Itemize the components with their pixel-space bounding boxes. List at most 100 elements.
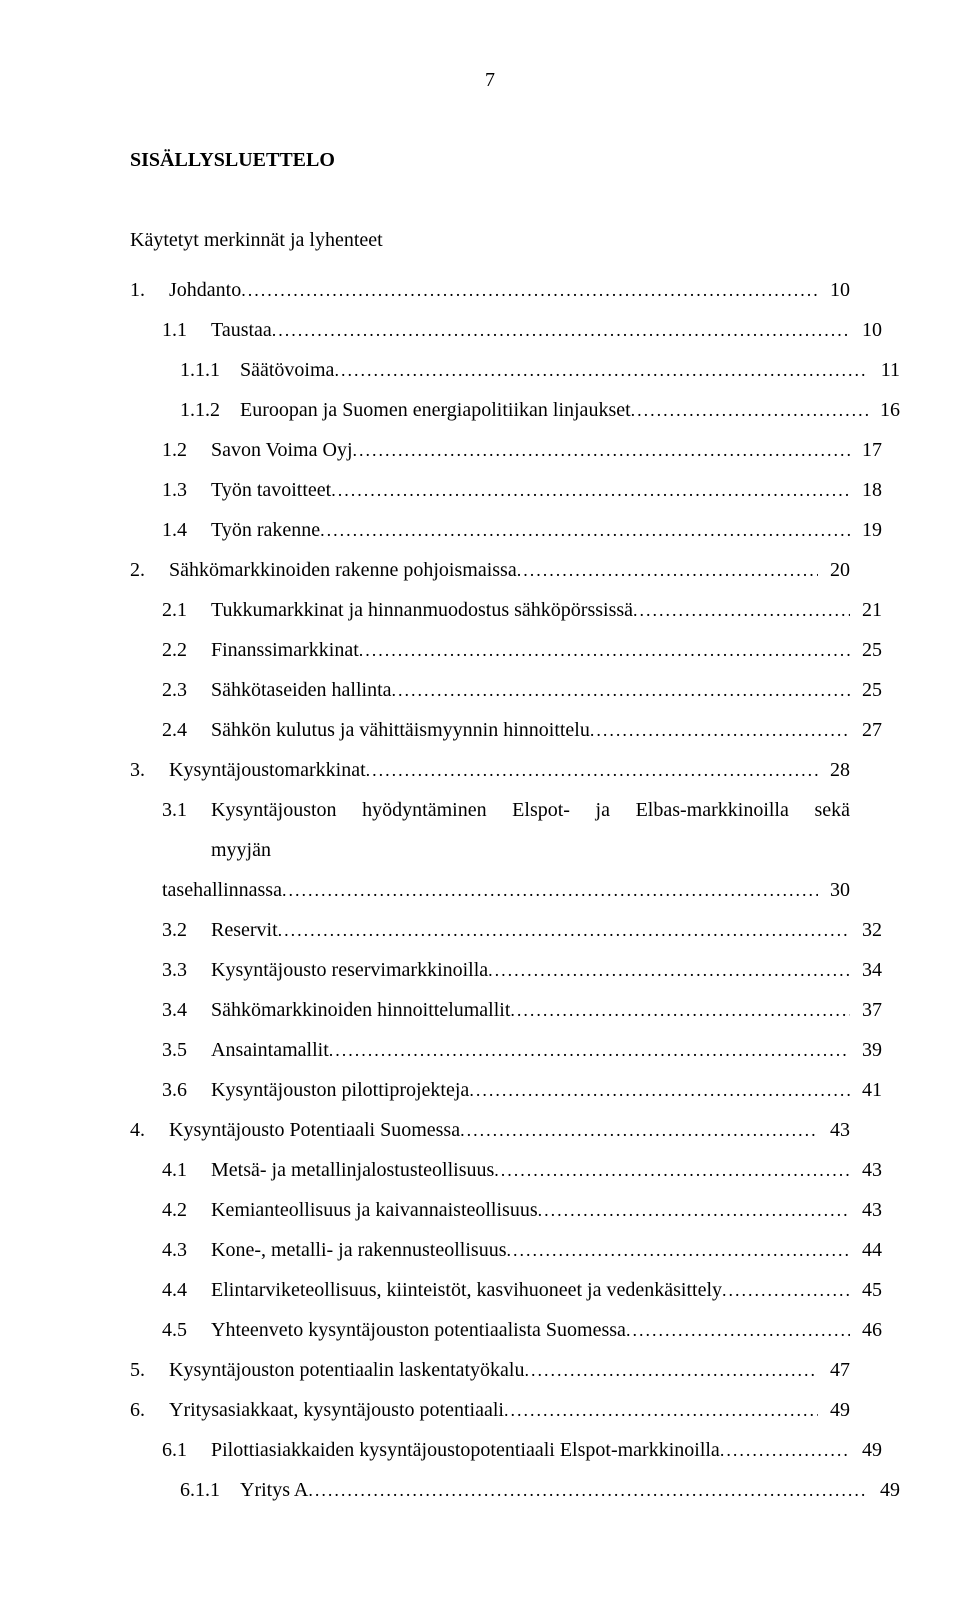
toc-page: 43 — [850, 1150, 882, 1190]
toc-row: 2.2Finanssimarkkinat25 — [130, 630, 882, 670]
toc-row: 3.1Kysyntäjouston hyödyntäminen Elspot- … — [130, 790, 850, 910]
toc-page: 44 — [850, 1230, 882, 1270]
toc-title: Metsä- ja metallinjalostusteollisuus — [211, 1150, 494, 1190]
toc-row: 4.4Elintarviketeollisuus, kiinteistöt, k… — [130, 1270, 882, 1310]
toc-title: Kysyntäjouston potentiaalin laskentatyök… — [169, 1350, 525, 1390]
toc-page: 11 — [868, 350, 900, 390]
toc-row: 2.3Sähkötaseiden hallinta 25 — [130, 670, 882, 710]
toc-title-cont: tasehallinnassa — [162, 870, 282, 910]
toc-page: 37 — [850, 990, 882, 1030]
toc-page: 27 — [850, 710, 882, 750]
toc-leader — [720, 1432, 850, 1468]
toc-page: 47 — [818, 1350, 850, 1390]
toc-page: 25 — [850, 670, 882, 710]
toc-leader — [626, 1312, 850, 1348]
toc-page: 34 — [850, 950, 882, 990]
toc-row: 1.4Työn rakenne19 — [130, 510, 882, 550]
page: 7 SISÄLLYSLUETTELO Käytetyt merkinnät ja… — [0, 0, 960, 1607]
toc-title: Yritys A — [240, 1470, 308, 1510]
toc-leader — [525, 1352, 819, 1388]
toc-row: 3.3Kysyntäjousto reservimarkkinoilla34 — [130, 950, 882, 990]
toc-row: 1.3Työn tavoitteet18 — [130, 470, 882, 510]
toc-list: 1.Johdanto101.1Taustaa101.1.1Säätövoima1… — [130, 270, 850, 1510]
toc-row: 4.2Kemianteollisuus ja kaivannaisteollis… — [130, 1190, 882, 1230]
toc-leader — [353, 432, 851, 468]
toc-page: 46 — [850, 1310, 882, 1350]
toc-number: 6. — [130, 1390, 169, 1430]
toc-number: 4.3 — [162, 1230, 211, 1270]
toc-title: Kysyntäjousto Potentiaali Suomessa — [169, 1110, 460, 1150]
toc-row: 3.Kysyntäjoustomarkkinat28 — [130, 750, 850, 790]
toc-leader — [359, 632, 850, 668]
toc-title: Sähkömarkkinoiden rakenne pohjoismaissa — [169, 550, 517, 590]
toc-title: Ansaintamallit — [211, 1030, 329, 1070]
toc-leader — [631, 392, 868, 428]
toc-leader — [460, 1112, 818, 1148]
toc-title: Säätövoima — [240, 350, 334, 390]
toc-number: 2. — [130, 550, 169, 590]
toc-number: 3.4 — [162, 990, 211, 1030]
toc-page: 25 — [850, 630, 882, 670]
toc-leader — [282, 872, 818, 908]
toc-intro-line: Käytetyt merkinnät ja lyhenteet — [130, 220, 850, 260]
toc-number: 6.1 — [162, 1430, 211, 1470]
toc-number: 2.3 — [162, 670, 211, 710]
toc-page: 43 — [818, 1110, 850, 1150]
toc-title: Kysyntäjousto reservimarkkinoilla — [211, 950, 488, 990]
toc-title: Työn rakenne — [211, 510, 320, 550]
toc-leader — [488, 952, 850, 988]
toc-number: 4.2 — [162, 1190, 211, 1230]
toc-title: Kemianteollisuus ja kaivannaisteollisuus — [211, 1190, 538, 1230]
toc-leader — [722, 1272, 850, 1308]
toc-page: 39 — [850, 1030, 882, 1070]
toc-leader — [510, 992, 850, 1028]
toc-page: 45 — [850, 1270, 882, 1310]
toc-page: 49 — [850, 1430, 882, 1470]
toc-page: 10 — [850, 310, 882, 350]
toc-row: 1.Johdanto10 — [130, 270, 850, 310]
toc-leader — [278, 912, 850, 948]
page-number: 7 — [130, 60, 850, 100]
toc-leader — [538, 1192, 850, 1228]
toc-leader — [494, 1152, 850, 1188]
toc-page: 28 — [818, 750, 850, 790]
toc-number: 1.1 — [162, 310, 211, 350]
toc-leader — [320, 512, 850, 548]
toc-leader — [633, 592, 850, 628]
toc-leader — [331, 472, 850, 508]
toc-number: 4.5 — [162, 1310, 211, 1350]
toc-number: 6.1.1 — [180, 1470, 240, 1510]
toc-row: 1.1.2Euroopan ja Suomen energiapolitiika… — [130, 390, 900, 430]
toc-page: 32 — [850, 910, 882, 950]
toc-title: Sähkötaseiden hallinta — [211, 670, 392, 710]
toc-title: Euroopan ja Suomen energiapolitiikan lin… — [240, 390, 631, 430]
toc-title: Pilottiasiakkaiden kysyntäjoustopotentia… — [211, 1430, 720, 1470]
toc-row: 1.1Taustaa10 — [130, 310, 882, 350]
toc-page: 20 — [818, 550, 850, 590]
toc-leader — [334, 352, 868, 388]
toc-title: Tukkumarkkinat ja hinnanmuodostus sähköp… — [211, 590, 633, 630]
toc-title: Kysyntäjouston pilottiprojekteja — [211, 1070, 469, 1110]
toc-title: Kysyntäjoustomarkkinat — [169, 750, 366, 790]
toc-number: 1.1.2 — [180, 390, 240, 430]
toc-title: Kysyntäjouston hyödyntäminen Elspot- ja … — [211, 790, 850, 870]
toc-number: 1.1.1 — [180, 350, 240, 390]
toc-number: 3.5 — [162, 1030, 211, 1070]
toc-title: Kone-, metalli- ja rakennusteollisuus — [211, 1230, 506, 1270]
toc-title: Yritysasiakkaat, kysyntäjousto potentiaa… — [169, 1390, 504, 1430]
toc-row: 3.2Reservit32 — [130, 910, 882, 950]
toc-number: 3.6 — [162, 1070, 211, 1110]
toc-leader — [506, 1232, 850, 1268]
toc-page: 49 — [818, 1390, 850, 1430]
toc-page: 21 — [850, 590, 882, 630]
toc-title: Finanssimarkkinat — [211, 630, 359, 670]
toc-title: Elintarviketeollisuus, kiinteistöt, kasv… — [211, 1270, 722, 1310]
toc-number: 2.4 — [162, 710, 211, 750]
toc-number: 5. — [130, 1350, 169, 1390]
toc-leader — [308, 1472, 868, 1508]
toc-row: 4.Kysyntäjousto Potentiaali Suomessa43 — [130, 1110, 850, 1150]
toc-leader — [504, 1392, 818, 1428]
toc-leader — [241, 272, 818, 308]
toc-row: 6.Yritysasiakkaat, kysyntäjousto potenti… — [130, 1390, 850, 1430]
toc-row: 3.6Kysyntäjouston pilottiprojekteja41 — [130, 1070, 882, 1110]
